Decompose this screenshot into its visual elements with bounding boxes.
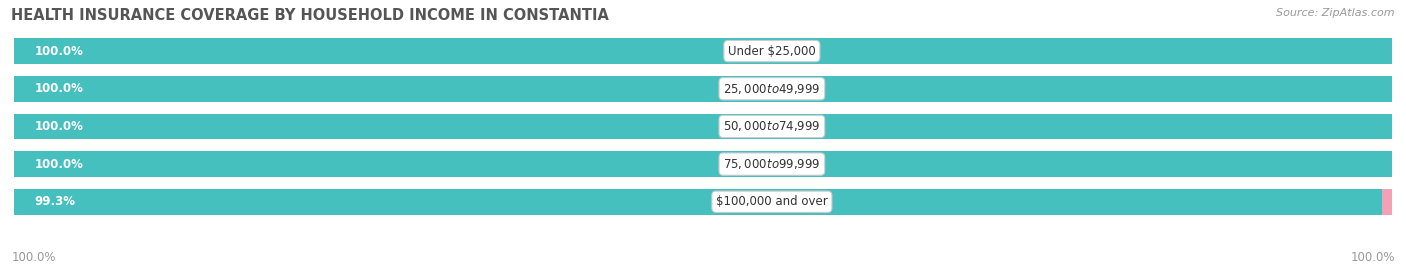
Bar [14, 189, 1392, 215]
Bar [14, 76, 1392, 102]
Text: $50,000 to $74,999: $50,000 to $74,999 [723, 119, 821, 133]
Text: $75,000 to $99,999: $75,000 to $99,999 [723, 157, 821, 171]
Text: Under $25,000: Under $25,000 [728, 45, 815, 58]
Text: $100,000 and over: $100,000 and over [716, 195, 828, 208]
Text: 100.0%: 100.0% [35, 158, 83, 171]
Text: 100.0%: 100.0% [35, 82, 83, 95]
Text: 100.0%: 100.0% [1350, 251, 1395, 264]
Bar [14, 151, 1392, 177]
Bar [14, 38, 1392, 64]
Bar [14, 114, 1392, 139]
Text: 100.0%: 100.0% [35, 45, 83, 58]
Bar [14, 76, 1392, 102]
Text: 100.0%: 100.0% [35, 120, 83, 133]
Bar [14, 38, 1392, 64]
Text: 100.0%: 100.0% [11, 251, 56, 264]
Bar [14, 114, 1392, 139]
Text: HEALTH INSURANCE COVERAGE BY HOUSEHOLD INCOME IN CONSTANTIA: HEALTH INSURANCE COVERAGE BY HOUSEHOLD I… [11, 8, 609, 23]
Bar [14, 189, 1382, 215]
Text: 99.3%: 99.3% [35, 195, 76, 208]
Bar [14, 151, 1392, 177]
Bar [1382, 189, 1392, 215]
Text: $25,000 to $49,999: $25,000 to $49,999 [723, 82, 821, 96]
Text: Source: ZipAtlas.com: Source: ZipAtlas.com [1277, 8, 1395, 18]
